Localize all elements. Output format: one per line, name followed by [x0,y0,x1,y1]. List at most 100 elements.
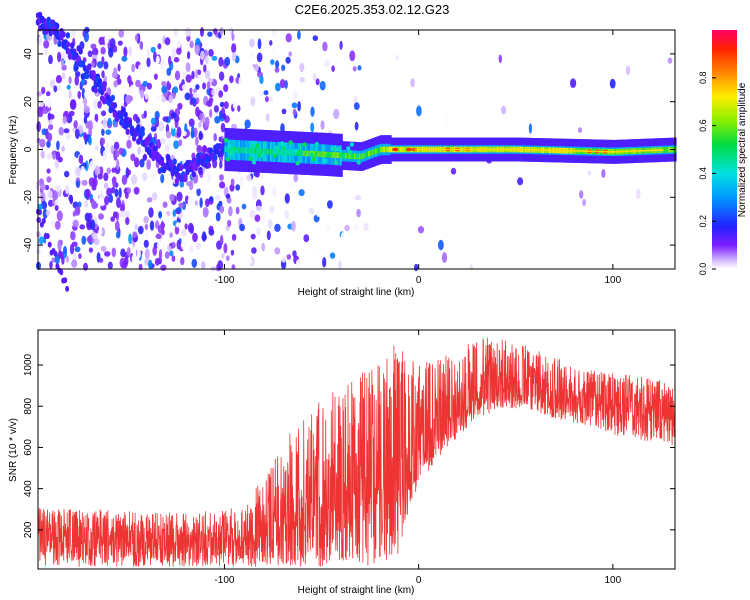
heatmap-cell [40,191,46,202]
heatmap-cell [558,149,561,152]
heatmap-cell [248,147,252,154]
heatmap-cell [78,253,82,259]
heatmap-cell [224,56,231,67]
heatmap-cell [402,146,406,153]
heatmap-cell [636,150,639,152]
heatmap-cell [235,184,241,191]
heatmap-cell [304,150,308,157]
heatmap-cell [274,53,280,60]
heatmap-cell [154,258,160,266]
snr-series [37,337,676,567]
heatmap-cell [275,149,279,155]
heatmap-cell [102,85,107,92]
heatmap-cell [450,167,457,175]
heatmap-cell [257,153,262,158]
heatmap-cell [69,195,73,205]
heatmap-cell [84,90,90,99]
heatmap-y-axis-label: Frequency (Hz) [8,116,19,185]
heatmap-cell [191,171,197,178]
heatmap-cell [144,92,149,100]
heatmap-cell [227,146,231,153]
heatmap-cell [233,247,238,257]
heatmap-cell [100,245,107,252]
heatmap-cell [56,210,63,222]
heatmap-cell [125,217,130,225]
heatmap-cell [254,214,261,222]
heatmap-cell [130,145,135,152]
heatmap-cell [179,180,185,188]
heatmap-cell [527,149,530,151]
heatmap-cell [178,139,183,147]
heatmap-cell [196,144,203,154]
heatmap-cell [142,80,148,87]
heatmap-cell [158,121,165,132]
heatmap-cell [666,147,670,153]
heatmap-cell [181,239,186,251]
heatmap-cell [160,173,165,184]
heatmap-cell [281,256,286,263]
heatmap-cell [92,47,99,56]
heatmap-cell [68,89,72,100]
heatmap-cell [121,55,128,62]
heatmap-cell [266,148,270,155]
heatmap-cell [221,253,225,259]
heatmap-cell [390,146,394,153]
heatmap-cell [116,103,122,113]
heatmap-cell [248,156,254,161]
heatmap-cell [387,146,390,153]
heatmap-cell [92,120,97,129]
heatmap-cell [295,259,302,268]
heatmap-cell [113,80,118,88]
snr-x-axis-label: Height of straight line (km) [298,585,415,596]
heatmap-cell [57,40,62,47]
heatmap-cell [63,128,70,134]
heatmap-cell [502,148,505,151]
heatmap-cell [65,32,71,39]
heatmap-cell [241,147,245,154]
heatmap-cell [127,119,133,126]
heatmap-cell [169,250,174,257]
heatmap-cell [160,137,166,145]
heatmap-cell [206,81,211,90]
heatmap-cell [208,49,214,57]
heatmap-cell [181,228,187,237]
heatmap-cell [66,84,71,90]
heatmap-cell [224,146,228,153]
heatmap-cell [149,100,154,108]
heatmap-cell [380,146,383,153]
heatmap-cell [144,223,149,231]
heatmap-cell [146,49,151,57]
heatmap-cell [49,261,53,269]
heatmap-cell [69,99,76,110]
heatmap-cell [255,227,262,235]
heatmap-cell [655,149,658,151]
y-tick-label: 40 [23,48,34,60]
heatmap-cell [155,233,162,240]
heatmap-cell [94,113,99,123]
heatmap-cell [192,232,198,243]
heatmap-cell [252,190,258,200]
heatmap-cell [634,150,637,152]
heatmap-cell [346,153,350,159]
heatmap-cell [143,110,147,119]
heatmap-cell [98,36,105,46]
heatmap-cell [552,149,555,152]
heatmap-cell [172,209,177,217]
heatmap-cell [299,76,305,83]
heatmap-cell [127,169,131,176]
heatmap-cell [230,249,235,256]
heatmap-cell [205,198,210,207]
heatmap-cell [153,73,158,80]
heatmap-cell [223,84,229,93]
heatmap-cell [318,151,322,157]
heatmap-cell [281,108,287,115]
heatmap-cell [100,110,107,117]
heatmap-cell [589,150,592,153]
y-tick-label: 20 [23,96,34,108]
heatmap-cell [231,233,237,241]
heatmap-cell [190,129,195,139]
heatmap-cell [194,182,201,190]
heatmap-cell [651,149,654,152]
heatmap-cell [231,52,237,62]
heatmap-cell [44,184,50,191]
